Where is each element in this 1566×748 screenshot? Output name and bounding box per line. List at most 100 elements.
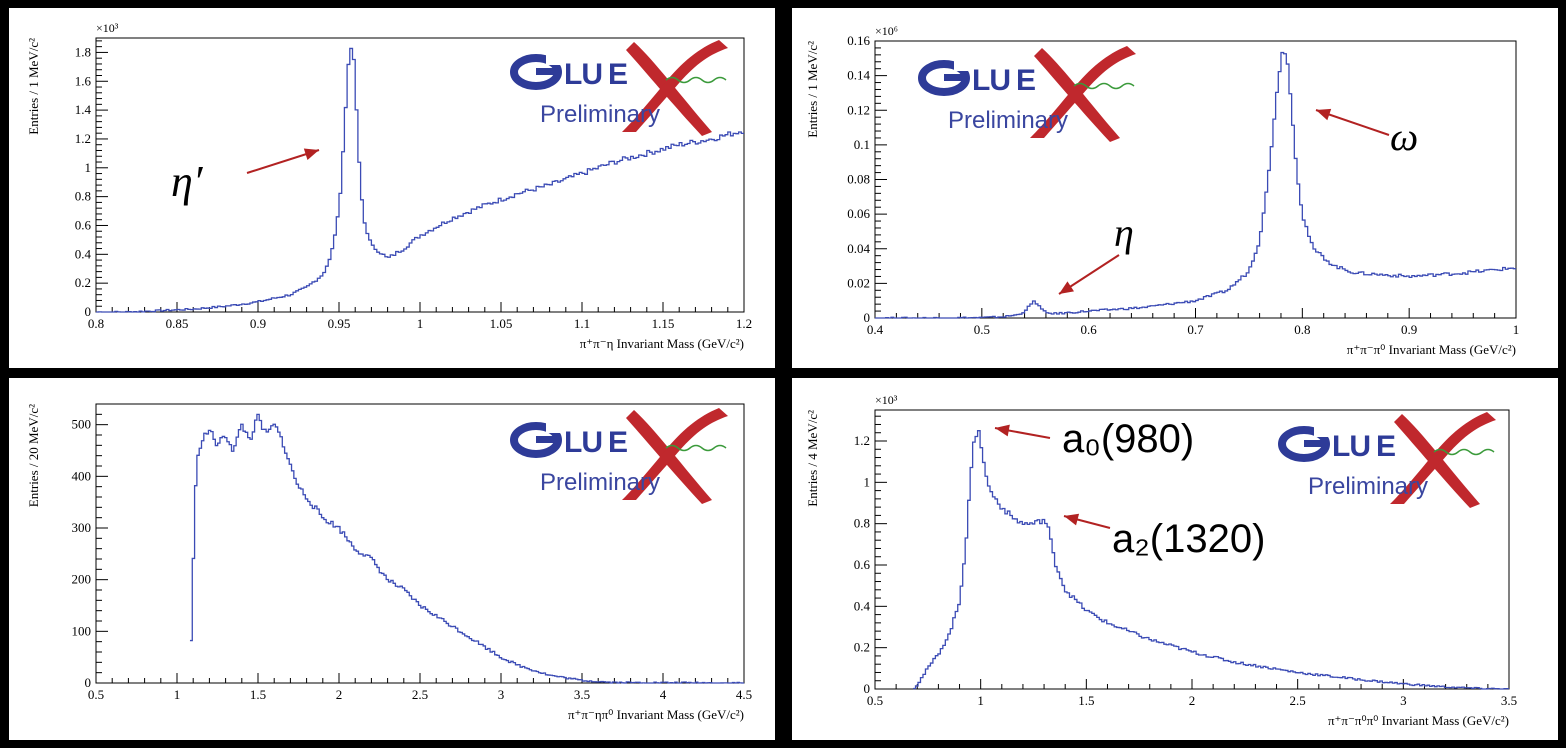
y-tick-label: 100	[72, 623, 92, 638]
gluex-logo: LU E Preliminary	[1278, 412, 1496, 508]
data-series-line	[875, 51, 1516, 319]
y-tick-label: 0.2	[854, 640, 870, 655]
y-tick-label: 0.8	[854, 516, 870, 531]
x-tick-label: 2.5	[1290, 693, 1306, 708]
logo-preliminary-text: Preliminary	[540, 101, 660, 128]
x-tick-label: 1.15	[652, 316, 675, 331]
x-tick-label: 1.5	[1078, 693, 1094, 708]
logo-e-text: E	[1016, 64, 1036, 97]
logo-wave	[665, 76, 727, 84]
y-tick-label: 1	[864, 474, 871, 489]
chart-eta-prime: 0.8 0.85 0.9 0.95 1 1.05 1.1 1.15 1.2 0 0.2 0.4 0.6 0…	[26, 21, 752, 351]
chart-a0-a2: 0.5 1 1.5 2 2.5 3 3.5 0 0.2 0.4 0.6 0.8 1 1.2 π⁺π⁻π⁰π⁰…	[805, 393, 1517, 728]
annotation-label: η	[1114, 210, 1134, 255]
x-tick-label: 1.2	[736, 316, 752, 331]
y-tick-label: 1	[85, 160, 92, 175]
y-tick-label: 400	[72, 468, 92, 483]
x-tick-label: 0.5	[867, 693, 883, 708]
y-tick-label: 0.02	[847, 275, 870, 290]
logo-lu-text: LU	[564, 58, 602, 91]
x-tick-label: 0.8	[88, 316, 104, 331]
x-tick-label: 1	[977, 693, 984, 708]
logo-x-stroke-2	[622, 408, 728, 500]
x-axis-title: π⁺π⁻ηπ⁰ Invariant Mass (GeV/c²)	[568, 707, 744, 722]
data-series-line	[189, 413, 744, 684]
y-tick-label: 200	[72, 572, 92, 587]
y-axis-title: Entries / 20 MeV/c²	[26, 404, 41, 507]
y-tick-label: 0.12	[847, 102, 870, 117]
logo-lu-text: LU	[1332, 430, 1370, 463]
x-tick-label: 1	[417, 316, 424, 331]
logo-wave	[1433, 448, 1495, 456]
y-axis-title: Entries / 4 MeV/c²	[805, 410, 820, 507]
x-tick-label: 0.4	[867, 322, 884, 337]
x-tick-label: 0.5	[974, 322, 990, 337]
x-tick-label: 1	[1513, 322, 1520, 337]
x-tick-label: 0.9	[1401, 322, 1417, 337]
annotation-label: a₀(980)	[1062, 417, 1194, 461]
data-series-line	[913, 430, 1509, 690]
y-tick-label: 500	[72, 417, 92, 432]
logo-g-gap	[546, 52, 560, 65]
logo-x-stroke-2	[622, 40, 728, 132]
x-tick-label: 3.5	[1501, 693, 1517, 708]
logo-g-bar	[1304, 440, 1326, 447]
x-tick-label: 3	[1400, 693, 1407, 708]
y-axis-title: Entries / 1 MeV/c²	[26, 38, 41, 135]
logo-lu-text: LU	[564, 426, 602, 459]
logo-g-bar	[536, 68, 558, 75]
data-series-line	[96, 47, 744, 313]
logo-preliminary-text: Preliminary	[948, 107, 1068, 134]
y-tick-label: 0	[85, 304, 92, 319]
x-tick-label: 2.5	[412, 687, 428, 702]
x-tick-label: 3.5	[574, 687, 590, 702]
logo-e-text: E	[608, 58, 628, 91]
y-tick-label: 300	[72, 520, 92, 535]
logo-x-stroke-2	[1030, 46, 1136, 138]
logo-preliminary-text: Preliminary	[540, 469, 660, 496]
y-tick-label: 0.06	[847, 206, 870, 221]
x-tick-label: 2	[1189, 693, 1196, 708]
logo-preliminary-text: Preliminary	[1308, 473, 1428, 500]
gluex-logo: LU E Preliminary	[918, 46, 1136, 142]
y-tick-label: 0.08	[847, 172, 870, 187]
x-tick-label: 0.9	[250, 316, 266, 331]
chart-panel-omega: 0.4 0.5 0.6 0.7 0.8 0.9 1 0 0.02 0.04 0.06 0.08 0.1 0…	[792, 8, 1558, 368]
x-tick-label: 1.5	[250, 687, 266, 702]
logo-lu-text: LU	[972, 64, 1010, 97]
y-tick-label: 0.16	[847, 33, 870, 48]
logo-g-gap	[546, 420, 560, 433]
logo-g-gap	[1314, 424, 1328, 437]
y-tick-label: 0.4	[854, 598, 871, 613]
y-tick-label: 0	[864, 681, 871, 696]
x-tick-label: 2	[336, 687, 343, 702]
y-tick-label: 0.4	[75, 246, 92, 261]
y-tick-label: 1.8	[75, 44, 91, 59]
x-tick-label: 1.1	[574, 316, 590, 331]
x-tick-label: 0.6	[1081, 322, 1098, 337]
x-tick-label: 4	[660, 687, 667, 702]
logo-g-bar	[944, 74, 966, 81]
chart-panel-a0-a2: 0.5 1 1.5 2 2.5 3 3.5 0 0.2 0.4 0.6 0.8 1 1.2 π⁺π⁻π⁰π⁰…	[792, 378, 1558, 740]
y-multiplier-label: ×10³	[875, 393, 898, 407]
logo-e-text: E	[1376, 430, 1396, 463]
chart-eta-pi0: 0.5 1 1.5 2 2.5 3 3.5 4 4.5 0 100 200 300 400 500 π⁺π⁻η…	[26, 403, 752, 722]
gluex-logo: LU E Preliminary	[510, 408, 728, 504]
y-tick-label: 0.1	[854, 137, 870, 152]
x-tick-label: 0.5	[88, 687, 104, 702]
y-tick-label: 1.2	[75, 131, 91, 146]
x-axis-title: π⁺π⁻π⁰π⁰ Invariant Mass (GeV/c²)	[1328, 713, 1509, 728]
y-multiplier-label: ×10³	[96, 21, 119, 35]
logo-wave	[1073, 82, 1135, 90]
annotation-arrow-head	[303, 148, 319, 160]
y-tick-label: 1.2	[854, 433, 870, 448]
chart-omega: 0.4 0.5 0.6 0.7 0.8 0.9 1 0 0.02 0.04 0.06 0.08 0.1 0…	[805, 24, 1520, 357]
x-axis-title: π⁺π⁻η Invariant Mass (GeV/c²)	[580, 336, 744, 351]
annotation-label: ω	[1390, 114, 1418, 159]
x-tick-label: 4.5	[736, 687, 752, 702]
annotation-arrow-head	[1316, 108, 1332, 121]
gluex-logo: LU E Preliminary	[510, 40, 728, 136]
logo-wave	[665, 444, 727, 452]
y-tick-label: 0.6	[854, 557, 871, 572]
x-axis-title: π⁺π⁻π⁰ Invariant Mass (GeV/c²)	[1347, 342, 1516, 357]
